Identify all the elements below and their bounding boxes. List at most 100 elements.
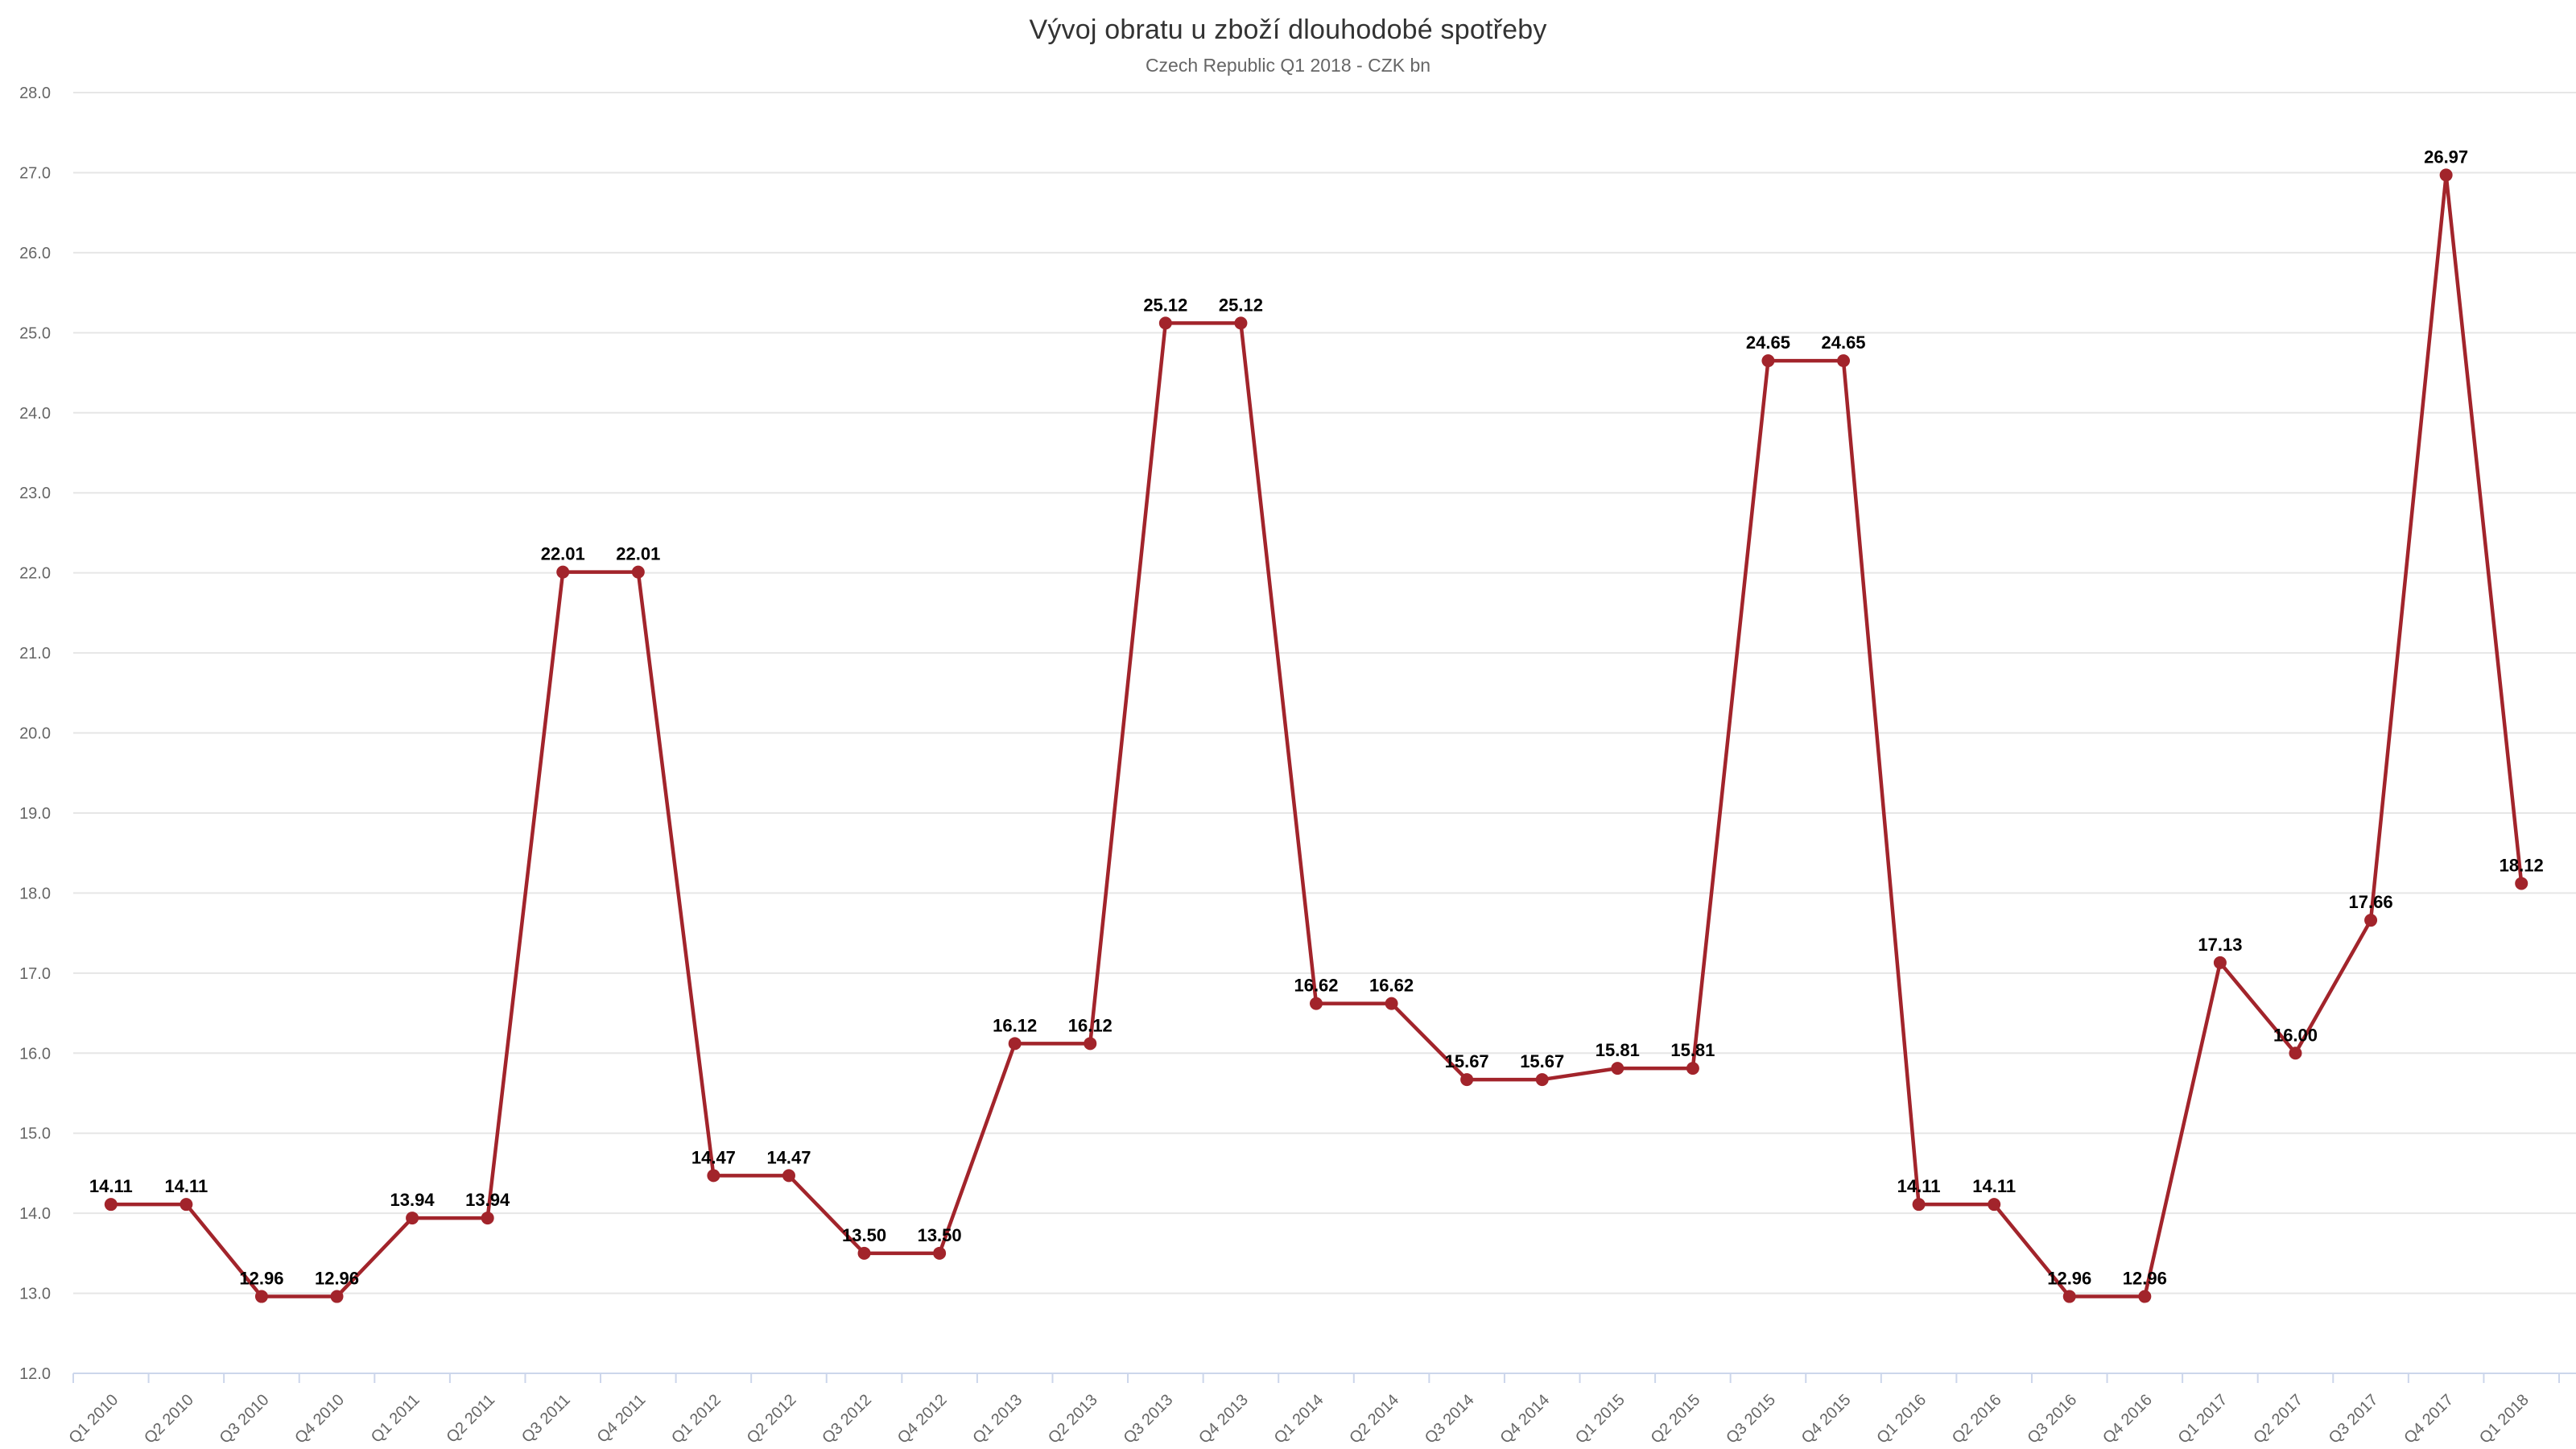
data-point[interactable] <box>1988 1198 2001 1212</box>
data-point-label: 13.94 <box>390 1190 436 1210</box>
x-axis-label: Q4 2010 <box>291 1391 348 1447</box>
data-point-label: 14.11 <box>89 1176 133 1196</box>
y-axis-label: 21.0 <box>19 645 51 663</box>
data-point[interactable] <box>1761 354 1775 368</box>
x-axis-label: Q4 2017 <box>2401 1391 2457 1447</box>
data-point-label: 14.11 <box>1897 1176 1941 1196</box>
data-point-label: 22.01 <box>616 544 660 564</box>
x-axis-label: Q4 2012 <box>894 1391 951 1447</box>
data-point-label: 14.11 <box>164 1176 208 1196</box>
data-point-label: 16.00 <box>2273 1025 2318 1045</box>
data-point[interactable] <box>1912 1198 1926 1212</box>
data-point-label: 15.81 <box>1670 1040 1715 1060</box>
data-point-label: 12.96 <box>2123 1269 2167 1289</box>
x-axis-label: Q1 2016 <box>1873 1391 1930 1447</box>
x-axis-label: Q1 2017 <box>2175 1391 2231 1447</box>
y-axis-label: 24.0 <box>19 405 51 423</box>
data-point-label: 17.13 <box>2198 935 2242 955</box>
x-axis-label: Q3 2012 <box>819 1391 875 1447</box>
data-point-label: 24.65 <box>1746 332 1790 353</box>
x-axis-label: Q4 2015 <box>1798 1391 1855 1447</box>
y-axis-label: 15.0 <box>19 1125 51 1143</box>
data-point[interactable] <box>2138 1290 2152 1303</box>
x-axis-label: Q2 2010 <box>141 1391 197 1447</box>
data-point[interactable] <box>330 1290 344 1303</box>
data-point-label: 26.97 <box>2424 147 2468 167</box>
x-axis-label: Q4 2014 <box>1496 1391 1553 1447</box>
x-axis-label: Q4 2011 <box>594 1391 650 1447</box>
x-axis-label: Q1 2011 <box>368 1391 423 1447</box>
data-point[interactable] <box>933 1246 947 1260</box>
data-point[interactable] <box>2515 877 2529 890</box>
data-point[interactable] <box>104 1198 118 1212</box>
y-axis-label: 16.0 <box>19 1045 51 1063</box>
data-point-label: 17.66 <box>2349 892 2393 912</box>
data-point[interactable] <box>2062 1290 2076 1303</box>
x-axis-label: Q3 2010 <box>217 1391 273 1447</box>
data-point-label: 14.11 <box>1972 1176 2016 1196</box>
data-point[interactable] <box>1084 1037 1097 1051</box>
data-point[interactable] <box>1837 354 1851 368</box>
data-point[interactable] <box>481 1212 494 1225</box>
x-axis-label: Q3 2014 <box>1422 1391 1478 1447</box>
y-axis-label: 17.0 <box>19 965 51 983</box>
y-axis-label: 12.0 <box>19 1365 51 1383</box>
data-point[interactable] <box>1158 316 1172 330</box>
x-axis-label: Q3 2011 <box>518 1391 574 1447</box>
x-axis-label: Q1 2012 <box>668 1391 724 1447</box>
x-axis-label: Q2 2017 <box>2250 1391 2306 1447</box>
data-point-label: 24.65 <box>1821 332 1865 353</box>
y-axis-label: 27.0 <box>19 164 51 182</box>
x-axis-label: Q2 2013 <box>1045 1391 1101 1447</box>
data-point-label: 15.67 <box>1445 1051 1489 1071</box>
data-point-label: 14.47 <box>691 1147 736 1167</box>
data-point[interactable] <box>857 1246 871 1260</box>
data-point-label: 15.81 <box>1596 1040 1640 1060</box>
data-point[interactable] <box>406 1212 419 1225</box>
data-point[interactable] <box>1535 1073 1549 1087</box>
y-axis-label: 25.0 <box>19 324 51 342</box>
data-point[interactable] <box>2289 1046 2302 1060</box>
data-point[interactable] <box>1234 316 1248 330</box>
x-axis-label: Q1 2010 <box>66 1391 122 1447</box>
x-axis-label: Q1 2018 <box>2476 1391 2533 1447</box>
x-axis-label: Q2 2011 <box>443 1391 498 1447</box>
y-axis-label: 18.0 <box>19 885 51 902</box>
x-axis-label: Q3 2013 <box>1121 1391 1177 1447</box>
y-axis-label: 23.0 <box>19 485 51 502</box>
data-point[interactable] <box>1611 1062 1624 1075</box>
data-point-label: 12.96 <box>239 1269 283 1289</box>
data-point[interactable] <box>1008 1037 1022 1051</box>
x-axis-label: Q1 2015 <box>1572 1391 1629 1447</box>
x-axis-label: Q1 2013 <box>969 1391 1026 1447</box>
data-point[interactable] <box>2364 914 2378 927</box>
x-axis-label: Q4 2016 <box>2099 1391 2156 1447</box>
data-point-label: 16.12 <box>993 1015 1037 1035</box>
x-axis-label: Q3 2017 <box>2326 1391 2382 1447</box>
data-point-label: 25.12 <box>1143 295 1187 315</box>
x-axis-label: Q3 2015 <box>1723 1391 1779 1447</box>
data-point[interactable] <box>180 1198 193 1212</box>
data-point[interactable] <box>1385 997 1398 1010</box>
data-point[interactable] <box>556 565 570 579</box>
y-axis-label: 26.0 <box>19 245 51 262</box>
y-axis-label: 20.0 <box>19 725 51 743</box>
data-point[interactable] <box>782 1169 795 1183</box>
data-point[interactable] <box>707 1169 720 1183</box>
data-point[interactable] <box>1686 1062 1699 1075</box>
data-point-label: 16.62 <box>1294 976 1338 996</box>
data-point[interactable] <box>1310 997 1323 1010</box>
data-point[interactable] <box>1460 1073 1474 1087</box>
data-point[interactable] <box>2213 956 2227 969</box>
x-axis-label: Q3 2016 <box>2024 1391 2080 1447</box>
data-point-label: 12.96 <box>2047 1269 2091 1289</box>
data-point[interactable] <box>2439 168 2453 182</box>
chart-subtitle: Czech Republic Q1 2018 - CZK bn <box>1145 55 1431 76</box>
data-point-label: 22.01 <box>541 544 585 564</box>
x-axis-label: Q4 2013 <box>1195 1391 1252 1447</box>
data-point[interactable] <box>254 1290 268 1303</box>
y-axis-label: 13.0 <box>19 1286 51 1303</box>
data-point[interactable] <box>631 565 645 579</box>
x-axis-label: Q1 2014 <box>1271 1391 1327 1447</box>
